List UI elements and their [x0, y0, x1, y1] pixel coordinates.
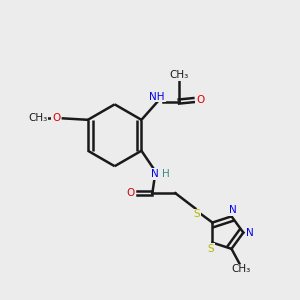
- Text: S: S: [208, 244, 214, 254]
- Text: H: H: [162, 169, 170, 179]
- Text: N: N: [151, 169, 158, 179]
- Text: N: N: [246, 228, 254, 238]
- Text: O: O: [52, 113, 61, 123]
- Text: O: O: [196, 95, 204, 105]
- Text: S: S: [193, 209, 200, 219]
- Text: CH₃: CH₃: [169, 70, 188, 80]
- Text: N: N: [229, 205, 237, 215]
- Text: CH₃: CH₃: [28, 113, 47, 123]
- Text: NH: NH: [149, 92, 165, 102]
- Text: O: O: [126, 188, 135, 198]
- Text: CH₃: CH₃: [232, 264, 251, 274]
